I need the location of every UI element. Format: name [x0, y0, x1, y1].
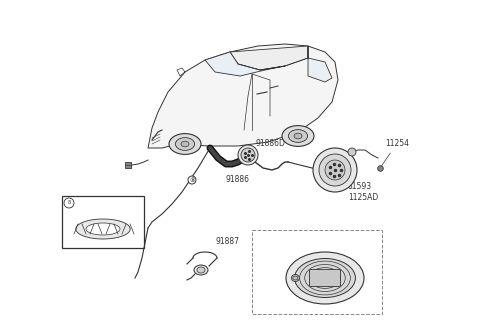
Text: 8: 8 [67, 200, 71, 205]
Text: 1125AD: 1125AD [348, 193, 378, 202]
Circle shape [188, 176, 196, 184]
Bar [62, 196, 144, 248]
Ellipse shape [291, 274, 300, 282]
Text: (W/CCB): (W/CCB) [258, 234, 288, 240]
Circle shape [319, 154, 351, 186]
Ellipse shape [282, 126, 314, 146]
Ellipse shape [197, 267, 205, 273]
Ellipse shape [288, 129, 308, 142]
Ellipse shape [286, 252, 364, 304]
Polygon shape [86, 223, 120, 235]
Polygon shape [205, 52, 285, 76]
Polygon shape [230, 46, 308, 70]
Ellipse shape [294, 133, 302, 139]
Ellipse shape [181, 141, 189, 147]
Text: 11254: 11254 [382, 139, 409, 166]
Circle shape [325, 160, 345, 180]
Bar [252, 230, 382, 314]
Polygon shape [76, 219, 130, 239]
Ellipse shape [293, 276, 298, 280]
Ellipse shape [194, 265, 208, 275]
Text: 81593: 81593 [348, 182, 372, 191]
Circle shape [241, 148, 255, 162]
Text: ⑧: ⑧ [189, 178, 195, 182]
Ellipse shape [169, 134, 201, 154]
Text: 67035A: 67035A [77, 198, 107, 208]
Polygon shape [308, 46, 332, 82]
Ellipse shape [295, 259, 355, 298]
Text: 91886: 91886 [225, 175, 249, 184]
FancyBboxPatch shape [310, 269, 340, 286]
Circle shape [348, 148, 356, 156]
Text: 91886D: 91886D [251, 139, 285, 154]
Circle shape [238, 145, 258, 165]
Circle shape [313, 148, 357, 192]
Polygon shape [148, 44, 338, 148]
Text: 91887: 91887 [300, 238, 324, 247]
Text: 91887: 91887 [215, 237, 239, 246]
Ellipse shape [175, 138, 194, 150]
Circle shape [64, 198, 74, 208]
